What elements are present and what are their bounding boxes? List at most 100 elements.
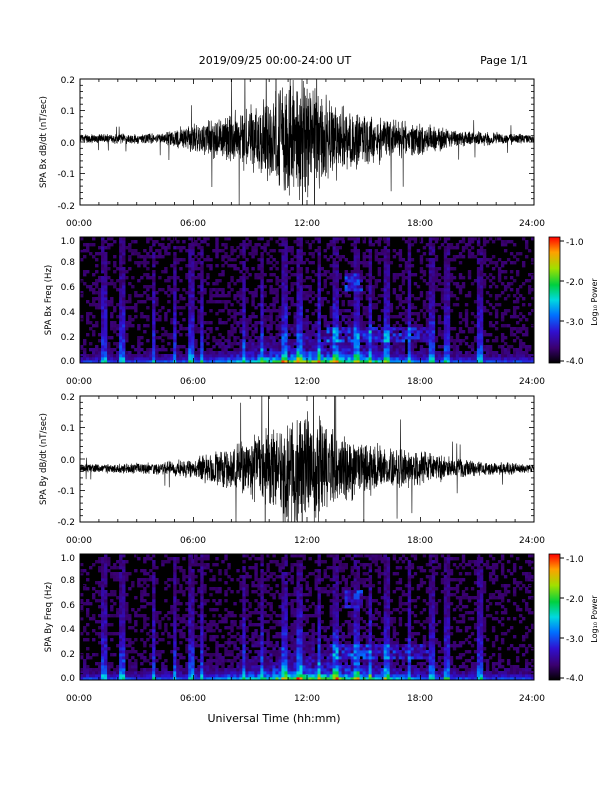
spectrogram-cell: [173, 593, 177, 597]
spectrogram-cell: [212, 345, 216, 349]
spectrogram-cell: [119, 653, 123, 657]
spectrogram-cell: [215, 312, 219, 316]
spectrogram-cell: [317, 345, 321, 349]
spectrogram-cell: [332, 306, 336, 310]
spectrogram-cell: [260, 300, 264, 304]
spectrogram-cell: [212, 620, 216, 624]
spectrogram-cell: [515, 321, 520, 325]
spectrogram-cell: [191, 608, 195, 612]
spectrogram-cell: [152, 294, 156, 298]
spectrogram-cell: [152, 291, 156, 295]
spectrogram-cell: [515, 351, 520, 355]
spectrogram-cell: [476, 294, 481, 298]
spectrogram-cell: [146, 318, 150, 322]
spectrogram-cell: [134, 354, 138, 358]
spectrogram-cell: [200, 348, 204, 352]
spectrogram-cell: [86, 674, 90, 678]
spectrogram-cell: [191, 557, 195, 561]
spectrogram-cell: [191, 267, 195, 271]
spectrogram-cell: [395, 360, 400, 364]
spectrogram-cell: [278, 249, 282, 253]
spectrogram-cell: [323, 255, 327, 259]
spectrogram-cell: [344, 291, 348, 295]
spectrogram-cell: [236, 656, 240, 660]
spectrogram-cell: [173, 282, 177, 286]
spectrogram-cell: [185, 638, 189, 642]
spectrogram-cell: [287, 276, 291, 280]
spectrogram-cell: [221, 294, 225, 298]
spectrogram-cell: [512, 315, 517, 319]
spectrogram-cell: [134, 252, 138, 256]
spectrogram-cell: [173, 348, 177, 352]
spectrogram-cell: [254, 246, 258, 250]
spectrogram-cell: [122, 602, 126, 606]
spectrogram-cell: [467, 240, 472, 244]
spectrogram-cell: [299, 261, 303, 265]
spectrogram-cell: [242, 336, 246, 340]
spectrogram-cell: [338, 345, 342, 349]
spectrogram-cell: [191, 342, 195, 346]
spectrogram-cell: [161, 638, 165, 642]
spectrogram-cell: [212, 629, 216, 633]
spectrogram-cell: [80, 315, 84, 319]
spectrogram-cell: [143, 590, 147, 594]
spectrogram-cell: [422, 273, 427, 277]
spectrogram-cell: [257, 351, 261, 355]
spectrogram-cell: [122, 318, 126, 322]
spectrogram-cell: [302, 261, 306, 265]
spectrogram-cell: [218, 351, 222, 355]
spectrogram-cell: [101, 258, 105, 262]
spectrogram-cell: [107, 357, 111, 361]
spectrogram-cell: [434, 354, 439, 358]
spectrogram-cell: [389, 360, 394, 364]
spectrogram-cell: [254, 357, 258, 361]
spectrogram-cell: [407, 261, 412, 265]
spectrogram-cell: [155, 620, 159, 624]
spectrogram-cell: [275, 348, 279, 352]
bxs-y-tick-1: 0.8: [61, 258, 76, 268]
spectrogram-cell: [185, 327, 189, 331]
spectrogram-cell: [446, 330, 451, 334]
spectrogram-cell: [248, 243, 252, 247]
spectrogram-cell: [203, 572, 207, 576]
spectrogram-cell: [434, 360, 439, 364]
spectrogram-cell: [242, 267, 246, 271]
spectrogram-cell: [407, 339, 412, 343]
spectrogram-cell: [278, 321, 282, 325]
spectrogram-cell: [350, 285, 355, 289]
spectrogram-cell: [167, 674, 171, 678]
spectrogram-cell: [428, 330, 433, 334]
spectrogram-cell: [386, 333, 391, 337]
spectrogram-cell: [458, 312, 463, 316]
spectrogram-cell: [245, 270, 249, 274]
spectrogram-cell: [314, 237, 318, 241]
spectrogram-cell: [221, 243, 225, 247]
spectrogram-cell: [446, 246, 451, 250]
spectrogram-cell: [374, 327, 379, 331]
spectrogram-cell: [407, 300, 412, 304]
spectrogram-cell: [431, 330, 436, 334]
spectrogram-cell: [161, 674, 165, 678]
spectrogram-cell: [440, 333, 445, 337]
spectrogram-cell: [236, 653, 240, 657]
spectrogram-cell: [239, 351, 243, 355]
spectrogram-cell: [413, 357, 418, 361]
spectrogram-cell: [230, 246, 234, 250]
spectrogram-cell: [497, 258, 502, 262]
spectrogram-cell: [131, 354, 135, 358]
spectrogram-cell: [128, 249, 132, 253]
spectrogram-cell: [233, 327, 237, 331]
spectrogram-cell: [359, 354, 364, 358]
spectrogram-cell: [152, 677, 156, 681]
spectrogram-cell: [173, 345, 177, 349]
spectrogram-cell: [323, 315, 327, 319]
spectrogram-cell: [155, 650, 159, 654]
spectrogram-cell: [212, 653, 216, 657]
spectrogram-cell: [524, 360, 529, 364]
spectrogram-cell: [248, 348, 252, 352]
spectrogram-cell: [212, 677, 216, 681]
spectrogram-cell: [194, 668, 198, 672]
spectrogram-cell: [275, 297, 279, 301]
spectrogram-cell: [476, 333, 481, 337]
spectrogram-cell: [167, 279, 171, 283]
